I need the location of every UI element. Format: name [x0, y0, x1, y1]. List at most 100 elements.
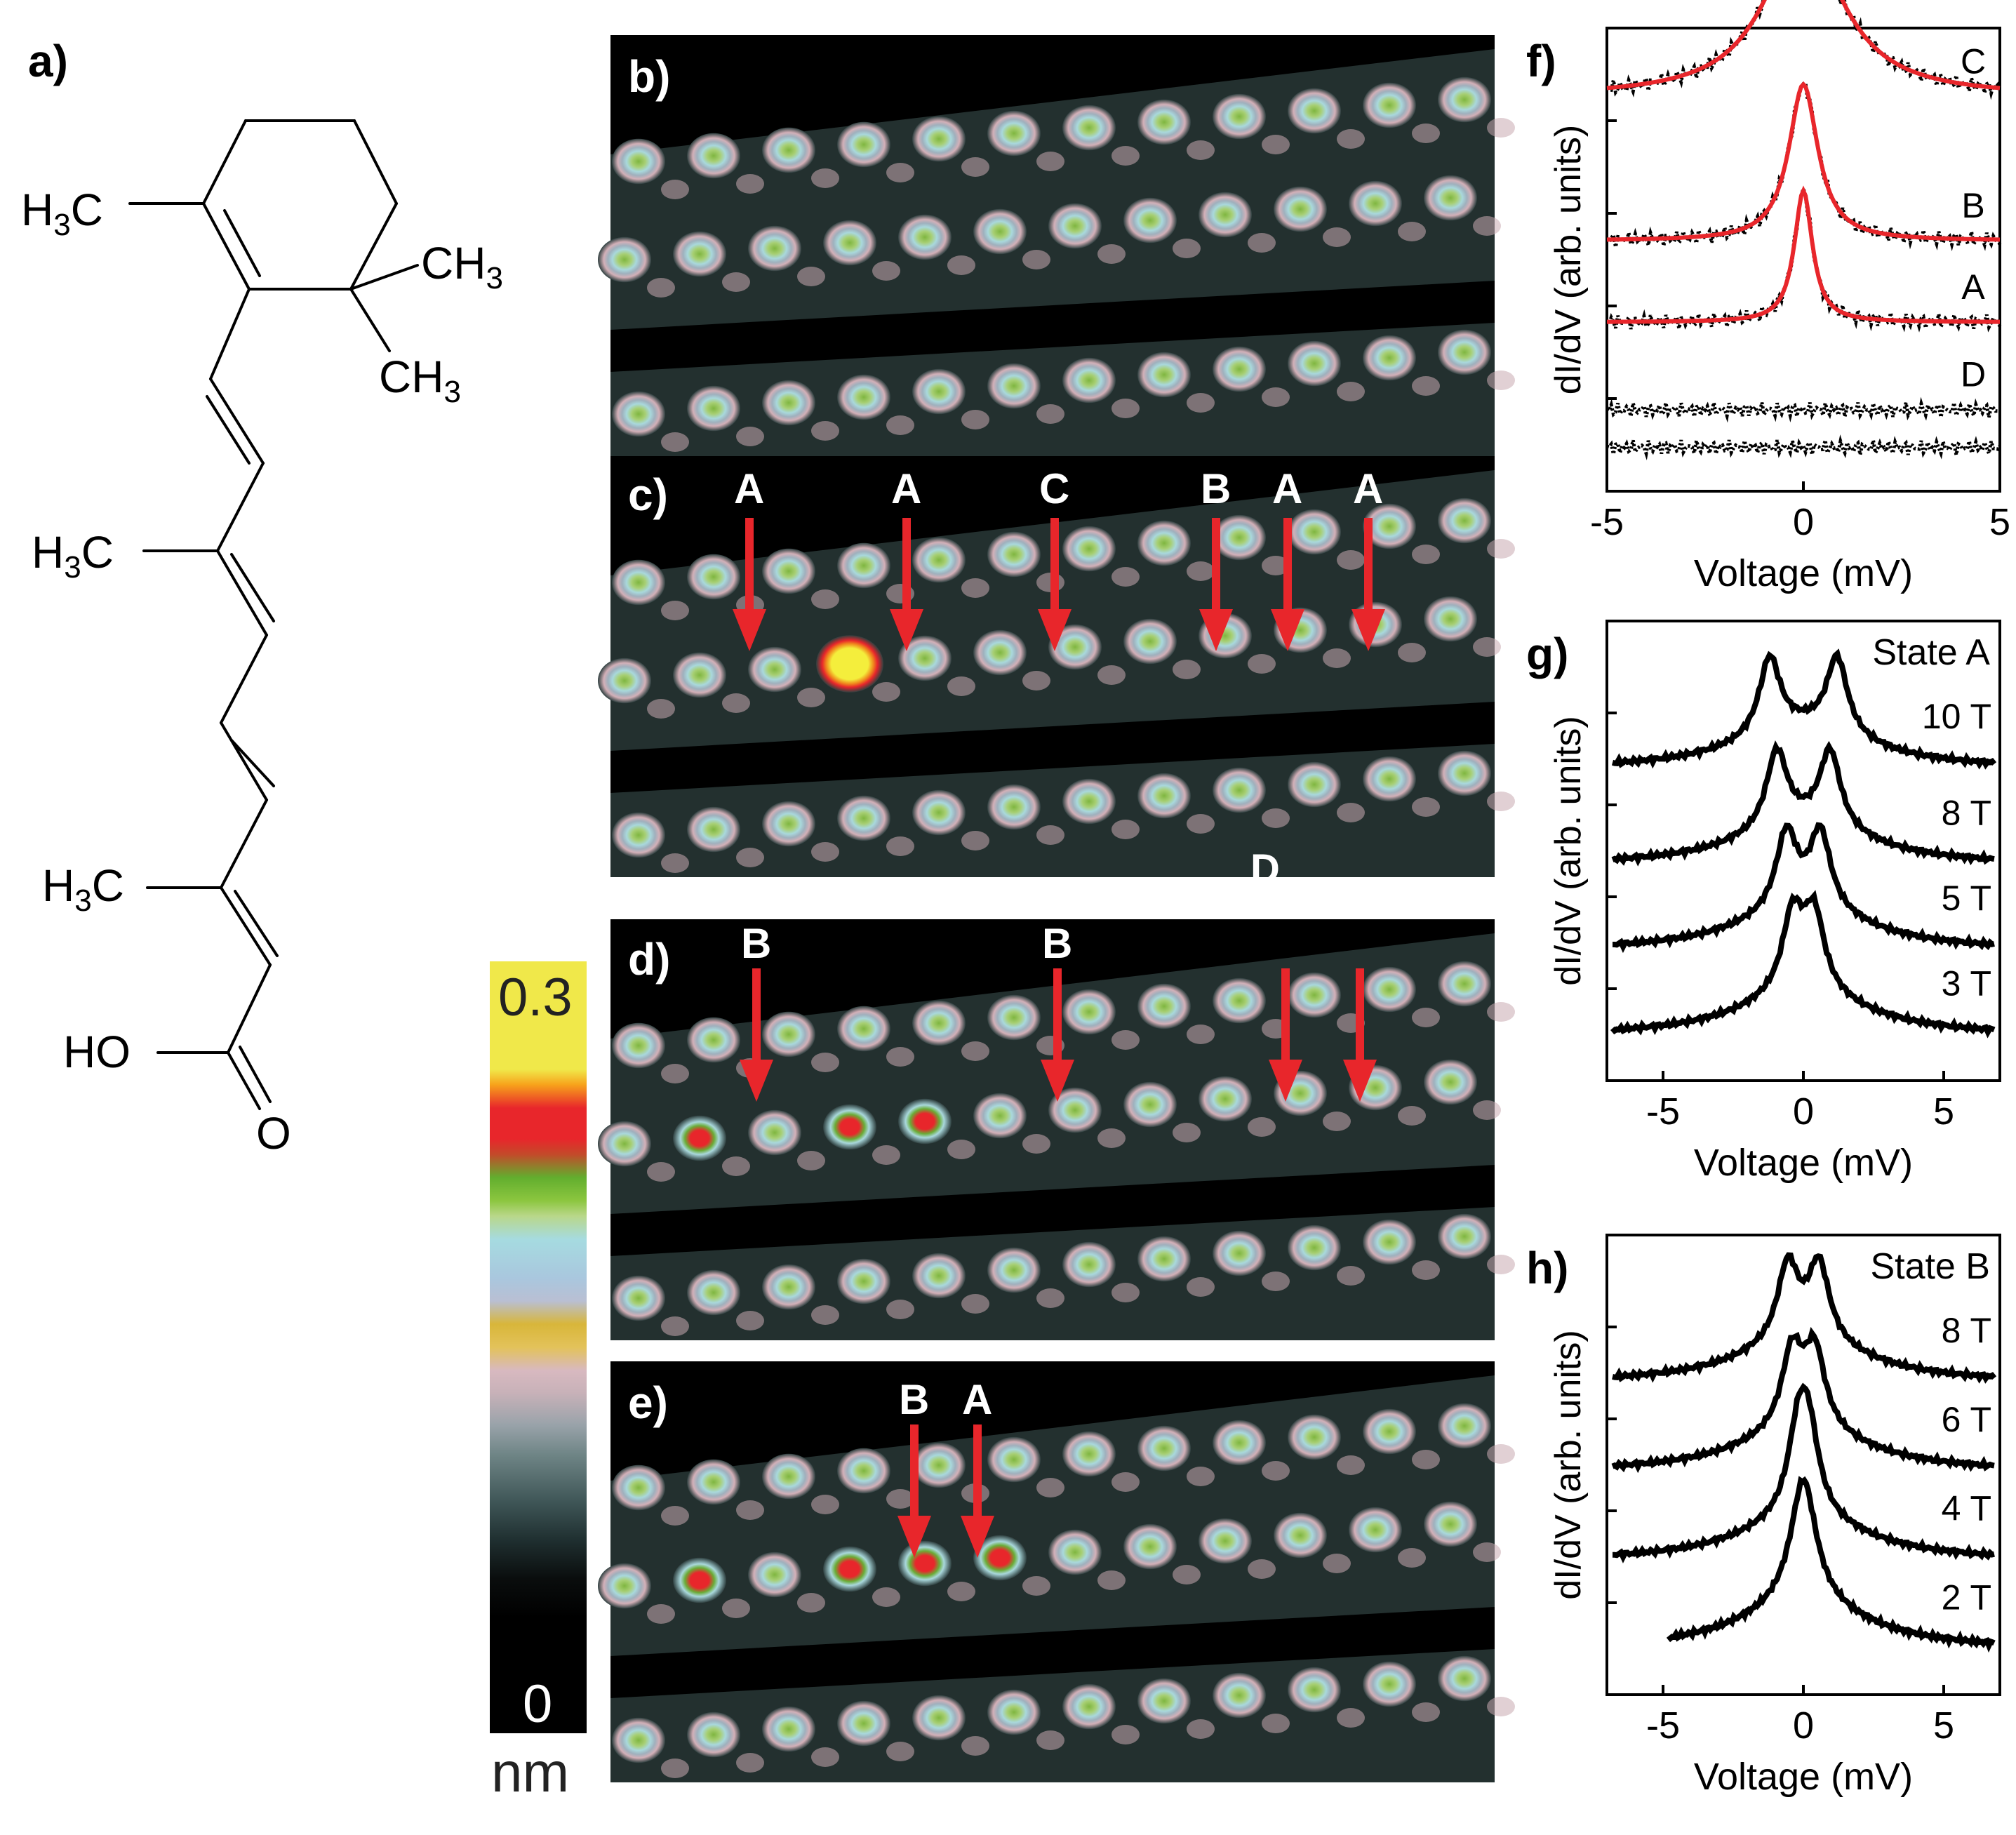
stm-side-lobe	[736, 1753, 764, 1773]
stm-spot	[687, 1459, 740, 1505]
group-h3c-1: H3C	[21, 184, 103, 243]
series-label: B	[1961, 186, 1984, 225]
stm-side-lobe	[736, 848, 764, 867]
data-curve	[1611, 740, 1995, 867]
stm-side-lobe	[947, 255, 975, 275]
stm-spot	[762, 1264, 815, 1310]
stm-side-lobe	[1248, 1559, 1276, 1579]
stm-spot	[837, 121, 890, 168]
stm-spot	[1363, 335, 1416, 381]
stm-side-lobe	[1412, 376, 1440, 396]
panel-c-label: c)	[628, 469, 668, 520]
stm-side-lobe	[1248, 654, 1276, 674]
stm-side-lobe	[1487, 371, 1515, 390]
stm-spot	[598, 236, 651, 283]
stm-side-lobe	[1262, 808, 1290, 828]
stm-side-lobe	[647, 1604, 675, 1624]
stm-side-lobe	[961, 410, 989, 429]
stm-image-c	[598, 456, 1515, 877]
plot-title: State A	[1872, 632, 1990, 673]
stm-spot	[1062, 526, 1116, 572]
stm-side-lobe	[647, 1162, 675, 1182]
stm-spot	[1274, 186, 1327, 232]
stm-spot	[973, 1535, 1027, 1581]
stm-side-lobe	[1323, 227, 1351, 247]
stm-spot	[673, 652, 726, 698]
arrow-label-c-2: C	[1039, 465, 1070, 512]
data-curve	[1611, 1326, 1995, 1474]
stm-spot	[1062, 357, 1116, 403]
x-axis-label: Voltage (mV)	[1694, 552, 1913, 594]
stm-side-lobe	[1097, 1570, 1126, 1590]
stm-spot	[837, 374, 890, 420]
group-ch3-2-ch: CH	[379, 352, 444, 402]
stm-side-lobe	[1487, 792, 1515, 811]
stm-side-lobe	[1323, 1554, 1351, 1573]
stm-side-lobe	[736, 1500, 764, 1520]
stm-side-lobe	[1036, 1478, 1064, 1497]
stm-side-lobe	[1036, 825, 1064, 845]
stm-side-lobe	[1398, 1106, 1426, 1126]
arrow-label-d-0: B	[741, 920, 772, 967]
data-curve	[1613, 1382, 1995, 1563]
stm-spot	[1123, 1081, 1177, 1128]
stm-side-lobe	[1412, 1702, 1440, 1722]
stm-gap	[610, 702, 1495, 793]
stm-side-lobe	[811, 1747, 839, 1767]
stm-side-lobe	[1262, 1714, 1290, 1733]
stm-spot	[1288, 761, 1341, 808]
stm-spot	[598, 1563, 651, 1609]
stm-side-lobe	[1112, 146, 1140, 166]
stm-spot	[823, 1546, 876, 1592]
stm-spot	[1438, 750, 1491, 796]
arrow-c-3	[1199, 518, 1233, 651]
stm-side-lobe	[736, 174, 764, 194]
x-tick-label: 5	[1989, 501, 2010, 543]
data-curve	[1606, 396, 2001, 423]
series-label: 4 T	[1942, 1489, 1991, 1528]
stm-side-lobe	[1112, 567, 1140, 587]
stm-spot	[598, 1121, 651, 1167]
stm-spot	[1199, 192, 1252, 238]
panel-f-label: f)	[1526, 36, 1556, 86]
stm-side-lobe	[1187, 1025, 1215, 1044]
stm-spot	[1288, 972, 1341, 1018]
stm-side-lobe	[1036, 152, 1064, 171]
stm-side-lobe	[797, 1593, 825, 1613]
stm-side-lobe	[1398, 222, 1426, 241]
arrow-label-c-5: A	[1353, 465, 1384, 512]
group-h3c-2-sub: 3	[64, 549, 81, 585]
stm-spot	[748, 646, 801, 693]
stm-spot	[1349, 1507, 1402, 1553]
stm-spot	[987, 110, 1041, 156]
stm-spot	[1288, 340, 1341, 387]
stm-gap	[610, 281, 1495, 372]
stm-spot	[973, 629, 1027, 676]
label-state-d: D	[1250, 846, 1280, 892]
series-label: D	[1961, 355, 1986, 394]
stm-side-lobe	[1323, 648, 1351, 668]
stm-spot	[1213, 767, 1266, 813]
stm-spot	[612, 1022, 665, 1069]
series-label: 8 T	[1942, 1311, 1991, 1350]
arrow-label-e-1: A	[962, 1376, 993, 1423]
stm-side-lobe	[961, 1294, 989, 1314]
stm-side-lobe	[886, 1300, 914, 1319]
stm-spot	[837, 795, 890, 841]
stm-spot	[748, 225, 801, 272]
stm-spot	[1288, 88, 1341, 134]
stm-side-lobe	[1473, 1542, 1501, 1562]
stm-side-lobe	[1187, 393, 1215, 413]
stm-side-lobe	[872, 1587, 900, 1607]
stm-side-lobe	[1187, 561, 1215, 581]
stm-side-lobe	[722, 272, 750, 292]
stm-side-lobe	[797, 1151, 825, 1170]
arrow-label-c-4: A	[1272, 465, 1303, 512]
x-tick-label: -5	[1646, 1090, 1680, 1133]
stm-spot	[1288, 1225, 1341, 1271]
series-label: 8 T	[1942, 794, 1991, 833]
stm-side-lobe	[1337, 1266, 1365, 1286]
stm-spot	[1288, 509, 1341, 555]
series-label: 3 T	[1942, 964, 1991, 1003]
stm-spot	[748, 1109, 801, 1156]
